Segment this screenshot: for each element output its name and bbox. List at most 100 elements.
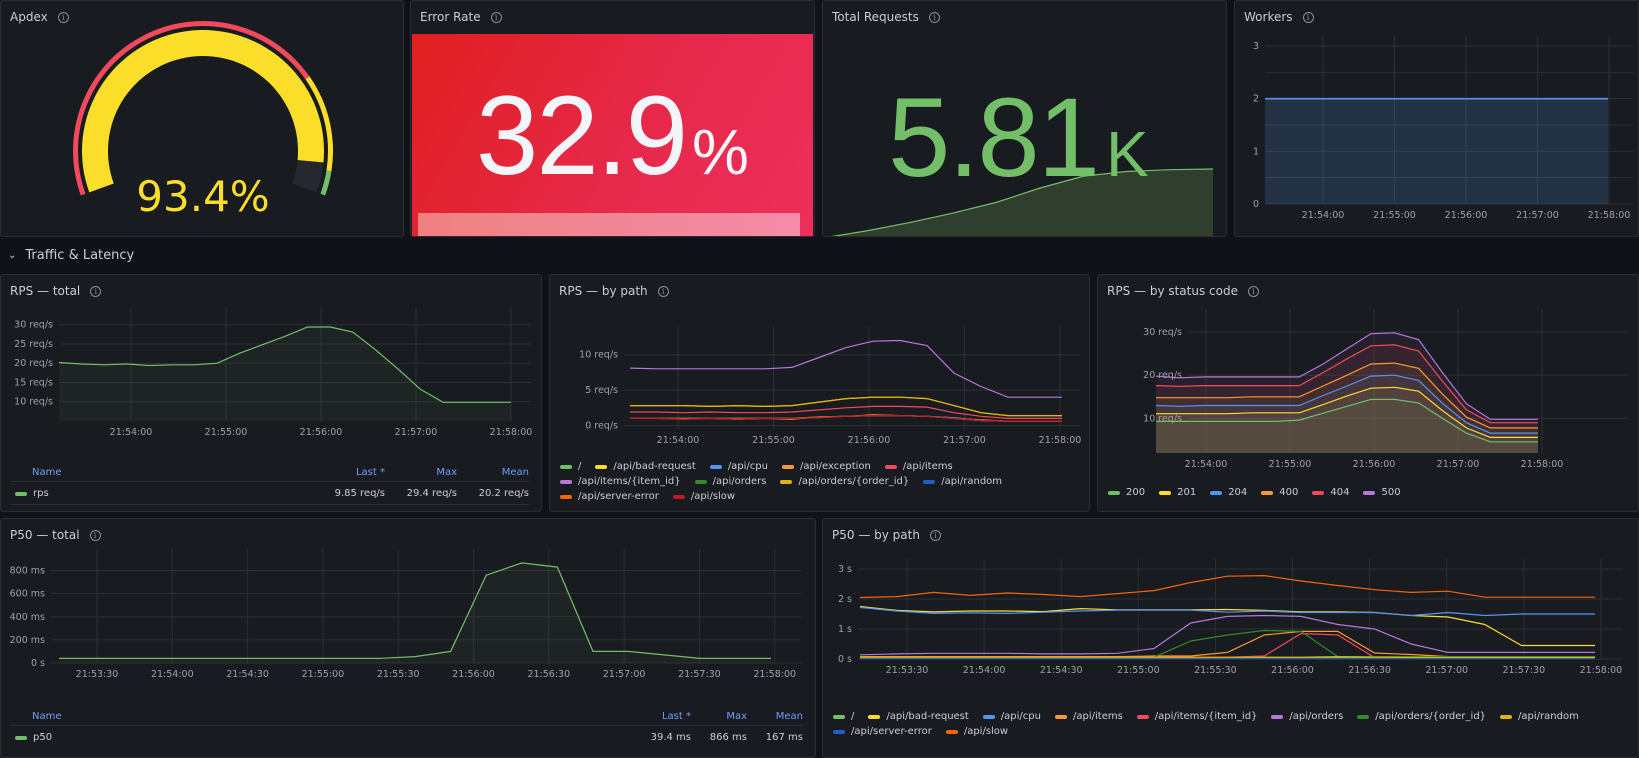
legend-header-name[interactable]: Name [32,711,62,722]
legend-item[interactable]: /api/orders/{order_id} [780,476,909,487]
y-tick-label: 10 req/s [579,350,618,361]
legend-item[interactable]: /api/cpu [709,461,768,472]
info-icon[interactable]: i [89,529,101,541]
series-line [630,405,1062,419]
series-swatch [595,464,608,469]
legend-item[interactable]: 201 [1159,487,1196,498]
series-swatch [1500,714,1513,719]
legend-item[interactable]: /api/items [1055,711,1123,722]
series-swatch [1357,714,1370,719]
x-tick-label: 21:54:00 [1185,459,1228,470]
legend-last: 39.4 ms [650,732,691,743]
info-icon[interactable]: i [490,11,502,23]
x-tick-label: 21:58:00 [1039,435,1082,446]
legend-item[interactable]: /api/slow [945,726,1008,737]
legend-label: / [851,711,855,722]
workers-chart: 0 1 2 3 21:54:00 21:55:00 21:56:00 21:57:00 21:5… [1253,36,1633,221]
legend-label: /api/items/{item_id} [1154,711,1258,722]
legend-max: 866 ms [709,732,747,743]
x-tick-label: 21:56:00 [1445,210,1488,221]
legend-item[interactable]: 200 [1108,487,1145,498]
info-icon[interactable]: i [90,285,102,297]
series-swatch [1271,714,1284,719]
chevron-down-icon[interactable]: ⌄ [8,250,17,261]
legend-header-last[interactable]: Last * [661,711,691,722]
p50-total-chart: 0 s 200 ms 400 ms 600 ms 800 ms 21:53:30 21:54… [10,549,801,680]
legend-item[interactable]: /api/cpu [982,711,1041,722]
panel-title: Error Rate [420,10,481,24]
y-tick-label: 20 req/s [14,358,53,369]
legend-header-mean[interactable]: Mean [775,711,803,722]
legend-header-max[interactable]: Max [436,467,457,478]
legend-header-mean[interactable]: Mean [501,467,529,478]
series-swatch [1108,490,1120,495]
info-icon[interactable]: i [1302,11,1314,23]
legend-header-last[interactable]: Last * [355,467,385,478]
series-line [630,415,1062,422]
legend-header-max[interactable]: Max [726,711,747,722]
series-line [58,326,511,403]
legend-item[interactable]: /api/bad-request [868,711,969,722]
legend-row[interactable]: p50 39.4 ms 866 ms 167 ms [11,726,803,743]
series-area [1156,332,1538,453]
x-tick-label: 21:58:00 [1588,210,1631,221]
series-swatch [1210,490,1223,495]
spark-area [835,169,1213,236]
legend-label: /api/items [1073,711,1123,722]
p50-by-path-panel: P50 — by path i 0 s 1 s 2 s 3 s 21:53:30 21:54… [822,518,1639,758]
legend-item[interactable]: 500 [1363,487,1401,498]
info-icon[interactable]: i [929,529,941,541]
legend-item[interactable]: /api/orders [1271,711,1343,722]
legend-item[interactable]: 204 [1210,487,1247,498]
info-icon[interactable]: i [57,11,69,23]
legend-item[interactable]: /api/exception [782,461,871,472]
legend-item[interactable]: / [833,711,854,722]
series-name: p50 [33,732,53,743]
info-icon[interactable]: i [928,11,940,23]
legend-label: 200 [1126,487,1146,498]
series-line [1156,362,1538,429]
x-tick-label: 21:57:30 [678,669,721,680]
legend-header-name[interactable]: Name [32,467,62,478]
legend-item[interactable]: /api/items/{item_id} [1136,711,1258,722]
legend-item[interactable]: /api/random [1500,711,1579,722]
legend-item[interactable]: / [560,461,581,472]
legend-item[interactable]: /api/items [884,461,953,472]
series-area [1156,344,1538,453]
legend-item[interactable]: /api/orders [694,476,766,487]
series-line [859,614,1595,656]
legend-label: 404 [1330,487,1350,498]
x-tick-label: 21:55:00 [205,427,248,438]
x-tick-label: 21:54:00 [1302,210,1345,221]
legend: / /api/bad-request/api/cpu/api/exception /… [560,461,1081,502]
legend-item[interactable]: /api/orders/{order_id} [1357,711,1486,722]
y-tick-label: 10 req/s [14,397,53,408]
legend-item[interactable]: 400 [1261,487,1298,498]
series-line [59,562,771,659]
legend-label: / [578,461,582,472]
x-tick-label: 21:55:00 [1373,210,1416,221]
y-tick-label: 800 ms [10,566,45,577]
y-tick-label: 25 req/s [14,339,53,350]
error-rate-sparkbar [418,213,800,236]
x-tick-label: 21:57:00 [1425,665,1468,676]
section-row-traffic-latency[interactable]: ⌄ Traffic & Latency [8,248,134,263]
info-icon[interactable]: i [1247,285,1259,297]
series-swatch [560,479,572,484]
legend-row[interactable]: rps 9.85 req/s 29.4 req/s 20.2 req/s [11,482,529,505]
legend-label: 400 [1279,487,1299,498]
x-tick-label: 21:56:00 [452,669,495,680]
y-tick-label: 400 ms [10,612,45,623]
legend-item[interactable]: /api/bad-request [595,461,696,472]
info-icon[interactable]: i [657,285,669,297]
legend-item[interactable]: /api/server-error [560,491,659,502]
panel-title: Apdex [10,10,48,24]
legend-item[interactable]: /api/random [923,476,1002,487]
rps-total-chart: 10 req/s 15 req/s 20 req/s 25 req/s 30 req/s… [14,307,532,438]
series-swatch [884,464,897,469]
legend-item[interactable]: /api/items/{item_id} [560,476,681,487]
legend-item[interactable]: /api/slow [672,491,735,502]
legend-item[interactable]: /api/server-error [833,726,932,737]
legend-item[interactable]: 404 [1312,487,1349,498]
panel-title: RPS — by path [559,284,648,298]
